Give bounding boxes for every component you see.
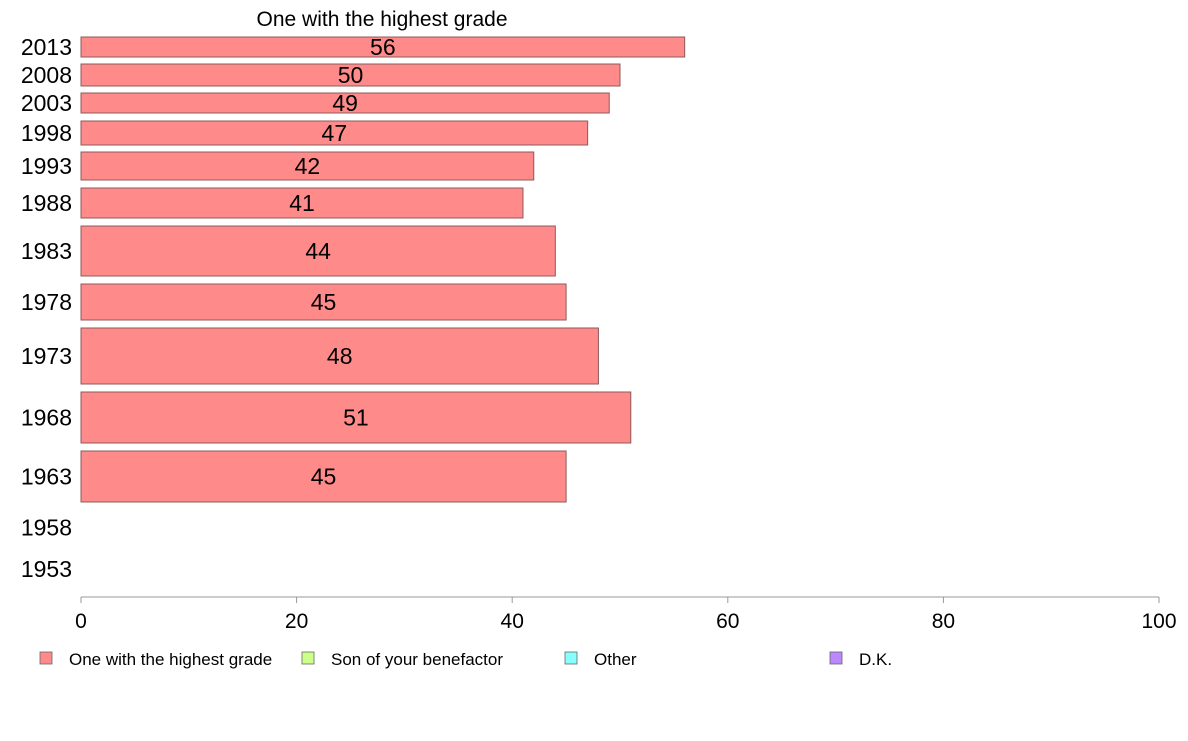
- bar-data-label: 48: [327, 343, 353, 369]
- y-tick-label: 1958: [21, 515, 72, 541]
- bar: [80, 225, 556, 277]
- bar: [80, 391, 632, 444]
- y-tick-label: 1973: [21, 343, 72, 369]
- y-tick-label: 1988: [21, 190, 72, 216]
- bar-data-label: 45: [311, 289, 337, 315]
- legend-swatch: [829, 651, 843, 665]
- x-tick-label: 60: [716, 610, 739, 633]
- legend-label: One with the highest grade: [69, 650, 272, 669]
- x-tick-label: 80: [932, 610, 955, 633]
- bar-data-label: 50: [338, 62, 364, 88]
- x-axis: 0 20 40 60 80 100: [75, 596, 1177, 633]
- bar-data-label: 41: [289, 190, 315, 216]
- y-tick-label: 1983: [21, 238, 72, 264]
- chart-title: One with the highest grade: [257, 8, 508, 31]
- legend-swatch: [39, 651, 53, 665]
- bar: [80, 63, 621, 87]
- x-tick-label: 100: [1141, 610, 1176, 633]
- bar: [80, 151, 535, 181]
- bar-data-label: 44: [305, 238, 331, 264]
- bar-data-label: 56: [370, 34, 396, 60]
- bar: [80, 187, 524, 219]
- x-tick-label: 0: [75, 610, 87, 633]
- bar-data-label: 42: [295, 153, 321, 179]
- y-tick-label: 1953: [21, 556, 72, 582]
- y-tick-label: 1963: [21, 464, 72, 490]
- y-tick-label: 2013: [21, 34, 72, 60]
- legend-swatch: [301, 651, 315, 665]
- bar: [80, 283, 567, 321]
- y-tick-label: 1993: [21, 153, 72, 179]
- legend-label: Other: [594, 650, 637, 669]
- y-tick-label: 2008: [21, 62, 72, 88]
- legend-swatch: [564, 651, 578, 665]
- y-tick-label: 1998: [21, 120, 72, 146]
- y-tick-label: 1978: [21, 289, 72, 315]
- y-tick-label: 1968: [21, 405, 72, 431]
- bar: [80, 327, 599, 385]
- bar-data-label: 45: [311, 464, 337, 490]
- bar: [80, 92, 610, 114]
- bar: [80, 36, 686, 58]
- legend-label: Son of your benefactor: [331, 650, 503, 669]
- legend-label: D.K.: [859, 650, 892, 669]
- x-tick-label: 20: [285, 610, 308, 633]
- bar: [80, 120, 589, 146]
- bar-data-label: 51: [343, 405, 369, 431]
- legend: One with the highest grade Son of your be…: [39, 650, 892, 669]
- bar-data-label: 49: [332, 90, 358, 116]
- bar: [80, 450, 567, 503]
- bar-data-label: 47: [322, 120, 348, 146]
- x-tick-label: 40: [501, 610, 524, 633]
- y-tick-label: 2003: [21, 90, 72, 116]
